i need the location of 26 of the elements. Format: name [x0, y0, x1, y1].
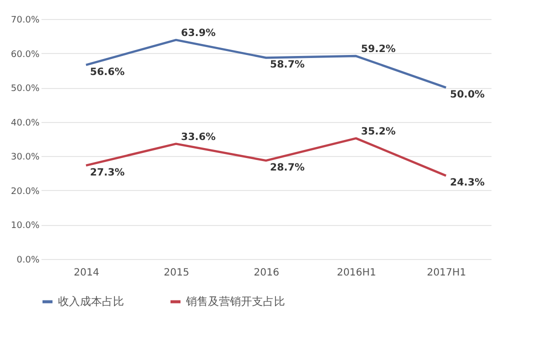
data-label: 35.2% — [361, 126, 396, 138]
legend-label: 收入成本占比 — [58, 294, 124, 308]
legend-label: 销售及营销开支占比 — [185, 294, 285, 308]
y-tick-label: 70.0% — [10, 16, 40, 26]
y-tick-label: 0.0% — [16, 256, 40, 266]
data-label: 58.7% — [270, 60, 305, 71]
data-label: 63.9% — [181, 28, 216, 39]
y-tick-label: 50.0% — [10, 84, 40, 94]
data-label: 50.0% — [450, 90, 485, 101]
data-label: 24.3% — [450, 178, 485, 189]
data-label: 56.6% — [90, 66, 125, 78]
data-label: 33.6% — [181, 132, 216, 143]
y-tick-label: 30.0% — [10, 152, 40, 163]
x-tick-label: 2014 — [74, 268, 100, 278]
y-tick-label: 40.0% — [10, 118, 40, 128]
data-label: 27.3% — [90, 167, 125, 178]
y-tick-label: 20.0% — [10, 186, 40, 197]
x-tick-label: 2016H1 — [336, 268, 376, 278]
x-tick-label: 2015 — [164, 268, 190, 278]
data-label: 59.2% — [361, 44, 396, 56]
x-tick-label: 2017H1 — [426, 268, 466, 278]
line-series — [84, 38, 448, 89]
x-tick-label: 2016 — [254, 268, 280, 278]
y-tick-label: 10.0% — [10, 221, 40, 232]
data-label: 28.7% — [270, 162, 305, 174]
y-tick-label: 60.0% — [10, 50, 40, 60]
